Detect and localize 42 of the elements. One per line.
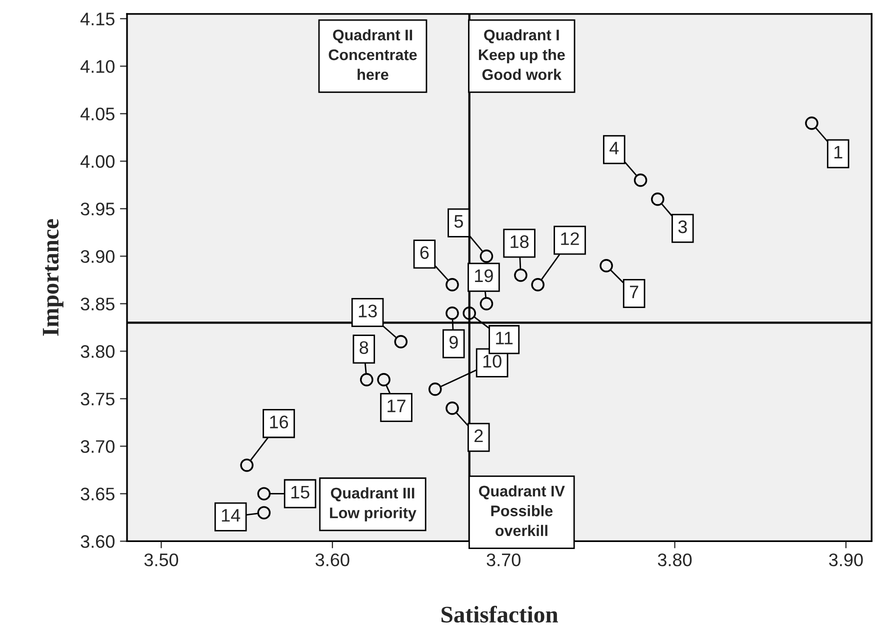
y-axis-title: Importance	[42, 219, 64, 336]
annotation: 11	[496, 332, 513, 344]
annotation: Quadrant I Keep up the Good work	[478, 29, 565, 80]
annotation: 10	[483, 354, 502, 368]
x-tick-label: 3.50	[144, 553, 178, 566]
x-tick-label: 3.70	[486, 553, 520, 566]
y-tick-label: 3.95	[80, 202, 114, 216]
x-axis-title: Satisfaction	[442, 606, 558, 623]
annotation: 18	[510, 235, 529, 248]
annotation: 8	[360, 341, 368, 354]
x-tick-label: 3.60	[316, 553, 350, 566]
y-tick-label: 4.00	[80, 155, 115, 168]
annotation: 5	[454, 215, 463, 228]
annotation: Quadrant II Concentrate here	[328, 29, 417, 80]
annotation: 1	[834, 146, 842, 158]
y-tick-label: 3.75	[80, 392, 114, 406]
y-tick-label: 3.80	[80, 345, 115, 358]
y-tick-label: 3.65	[80, 488, 114, 500]
annotation: 13	[358, 304, 377, 318]
annotation: 15	[291, 486, 310, 499]
y-tick-label: 3.85	[80, 298, 114, 310]
annotation: Quadrant IV Possible overkill	[478, 485, 565, 536]
y-tick-label: 3.60	[80, 535, 115, 548]
y-tick-label: 4.10	[80, 60, 115, 73]
annotation: Quadrant III Low priority	[330, 487, 416, 522]
annotation: 14	[222, 509, 240, 522]
annotation: 2	[474, 429, 483, 442]
annotation: 19	[475, 269, 493, 282]
annotation: 3	[678, 220, 687, 234]
annotation: 12	[561, 232, 579, 245]
x-tick-label: 3.90	[829, 553, 863, 566]
annotation: 17	[388, 400, 406, 412]
y-tick-label: 4.15	[80, 12, 114, 26]
y-tick-label: 3.70	[80, 440, 115, 453]
x-tick-label: 3.80	[658, 553, 692, 566]
annotation: 4	[610, 142, 619, 154]
annotation: 16	[270, 416, 288, 428]
y-tick-label: 3.90	[80, 250, 115, 263]
annotation: 6	[420, 246, 429, 259]
y-tick-label: 4.05	[80, 108, 114, 120]
annotation: 7	[630, 286, 638, 298]
annotation: 9	[449, 336, 458, 349]
